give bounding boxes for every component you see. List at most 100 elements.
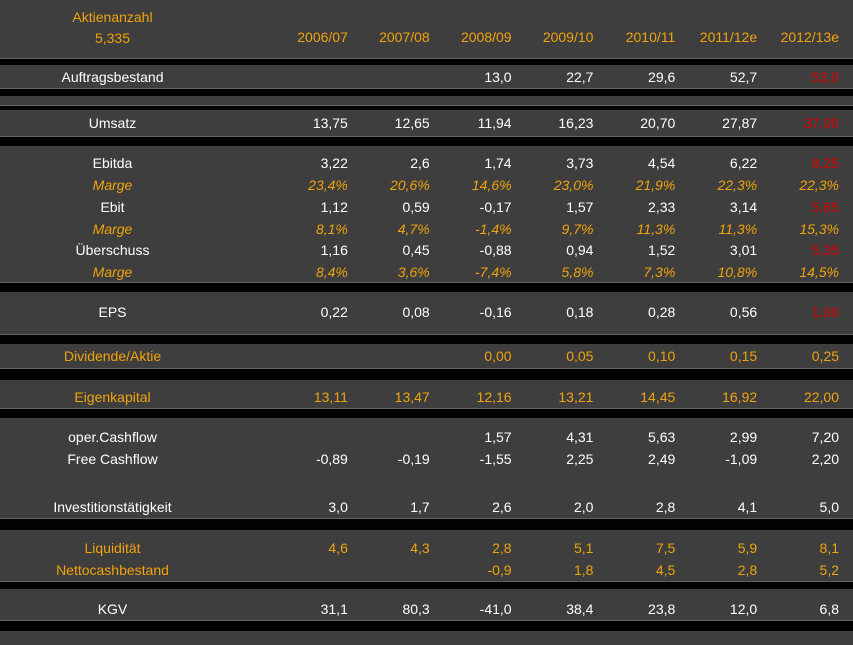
value-cell: 1,74 [484, 155, 512, 171]
value-cell: 52,7 [729, 68, 758, 85]
value-cell: 23,4% [308, 177, 348, 193]
value-cell: 31,1 [320, 600, 348, 617]
value-cell: 2,8 [492, 540, 512, 556]
row-ebitda-marge: Marge 23,4% 20,6% 14,6% 23,0% 21,9% 22,3% 22,3% [0, 174, 853, 196]
row-investitionstaetigkeit: Investitionstätigkeit 3,0 1,7 2,6 2,0 2,8 4,1 5… [0, 496, 853, 518]
value-cell: 9,7% [561, 220, 594, 237]
value-cell: 3,22 [320, 155, 348, 171]
value-cell: 11,94 [477, 115, 512, 131]
value-cell: 23,0% [553, 177, 594, 193]
value-cell: 5,8% [561, 263, 594, 280]
value-cell: 3,0 [328, 499, 348, 515]
value-cell: -0,88 [479, 242, 512, 258]
value-cell: 11,3% [636, 220, 676, 237]
value-cell: 3,14 [729, 199, 758, 215]
value-cell: 12,65 [394, 115, 430, 131]
value-cell: 10,8% [717, 263, 758, 280]
value-cell: 2,0 [573, 499, 594, 515]
band-row [0, 581, 853, 589]
value-cell: 0,22 [320, 304, 348, 320]
value-cell: 15,3% [799, 220, 840, 237]
value-cell: 1,7 [410, 499, 430, 515]
value-cell: 80,3 [402, 600, 430, 617]
value-cell: 8,1 [819, 540, 840, 556]
value-cell: -1,09 [725, 451, 758, 467]
band-row [0, 408, 853, 418]
value-cell: 5,1 [573, 540, 594, 556]
value-cell: 5,65 [811, 199, 840, 215]
value-cell: 0,15 [729, 348, 758, 364]
value-cell: 2,33 [648, 199, 676, 215]
value-cell: 2,20 [811, 451, 840, 467]
value-cell: 2,8 [655, 499, 676, 515]
column-header-2012-13e: 2012/13e [780, 29, 840, 45]
value-cell: 1,00 [811, 304, 840, 320]
value-cell: 0,05 [566, 348, 594, 364]
band-row [0, 334, 853, 344]
value-cell: 0,56 [729, 304, 758, 320]
value-cell: 1,57 [484, 429, 512, 445]
value-cell: -0,19 [397, 451, 430, 467]
value-cell: 5,63 [648, 429, 676, 445]
value-cell: 13,47 [394, 389, 430, 405]
value-cell: 1,16 [320, 242, 348, 258]
row-label: Dividende/Aktie [63, 348, 162, 364]
band-row [0, 136, 853, 146]
value-cell: -0,17 [479, 199, 512, 215]
value-cell: 4,5 [655, 562, 676, 578]
value-cell: 2,6 [410, 155, 430, 171]
value-cell: 14,6% [471, 177, 512, 193]
spacer-row [0, 418, 853, 426]
value-cell: 5,2 [819, 562, 840, 578]
value-cell: 2,25 [566, 451, 594, 467]
value-cell: 22,3% [717, 177, 758, 193]
band-row [0, 58, 853, 65]
value-cell: 4,3 [410, 540, 430, 556]
spacer-row [0, 324, 853, 334]
value-cell: 4,1 [737, 499, 758, 515]
column-header-2007-08: 2007/08 [379, 29, 430, 45]
value-cell: 0,18 [566, 304, 594, 320]
value-cell: 22,7 [566, 68, 594, 85]
value-cell: 16,92 [722, 389, 758, 405]
value-cell: -1,4% [475, 220, 512, 237]
value-cell: 8,1% [315, 220, 348, 237]
row-ueberschuss: Überschuss 1,16 0,45 -0,88 0,94 1,52 3,01 5,35 [0, 239, 853, 261]
column-header-2011-12e: 2011/12e [699, 29, 758, 45]
value-cell: 2,99 [729, 429, 758, 445]
value-cell: 20,6% [390, 177, 430, 193]
row-label: Liquidität [84, 540, 141, 556]
row-label: Ebitda [92, 155, 133, 171]
gap-column [225, 0, 280, 58]
value-cell: 22,00 [803, 389, 840, 405]
value-cell: 12,0 [729, 600, 758, 617]
row-eps: EPS 0,22 0,08 -0,16 0,18 0,28 0,56 1,00 [0, 300, 853, 324]
row-auftragsbestand: Auftragsbestand 13,0 22,7 29,6 52,7 53,0 [0, 65, 853, 88]
table-header: Aktienanzahl 5,335 2006/07 2007/08 2008/… [0, 0, 853, 58]
spacer-row [0, 631, 853, 645]
value-cell: 7,20 [811, 429, 840, 445]
value-cell: 8,4% [315, 263, 348, 280]
value-cell: 4,7% [397, 220, 430, 237]
value-cell: 1,12 [320, 199, 348, 215]
band-row [0, 88, 853, 96]
band-row [0, 105, 853, 110]
row-ebit-marge: Marge 8,1% 4,7% -1,4% 9,7% 11,3% 11,3% 15,3% [0, 218, 853, 239]
row-umsatz: Umsatz 13,75 12,65 11,94 16,23 20,70 27,87 37,0… [0, 110, 853, 136]
value-cell: -0,9 [487, 562, 512, 578]
share-count-value: 5,335 [94, 30, 131, 46]
value-cell: 1,8 [573, 562, 594, 578]
table-body: Auftragsbestand 13,0 22,7 29,6 52,7 53,0 Umsat… [0, 58, 853, 645]
share-count-label: Aktienanzahl [72, 9, 153, 25]
value-cell: 7,3% [643, 263, 676, 280]
row-ebitda: Ebitda 3,22 2,6 1,74 3,73 4,54 6,22 8,25 [0, 152, 853, 174]
band-row [0, 620, 853, 631]
value-cell: 0,10 [648, 348, 676, 364]
row-label: Marge [92, 177, 133, 193]
value-cell: 3,6% [397, 263, 430, 280]
value-cell: 4,31 [566, 429, 594, 445]
value-cell: 38,4 [566, 600, 594, 617]
row-free-cashflow: Free Cashflow -0,89 -0,19 -1,55 2,25 2,49 -1,0… [0, 448, 853, 470]
column-header-2010-11: 2010/11 [625, 29, 676, 45]
value-cell: -1,55 [479, 451, 512, 467]
